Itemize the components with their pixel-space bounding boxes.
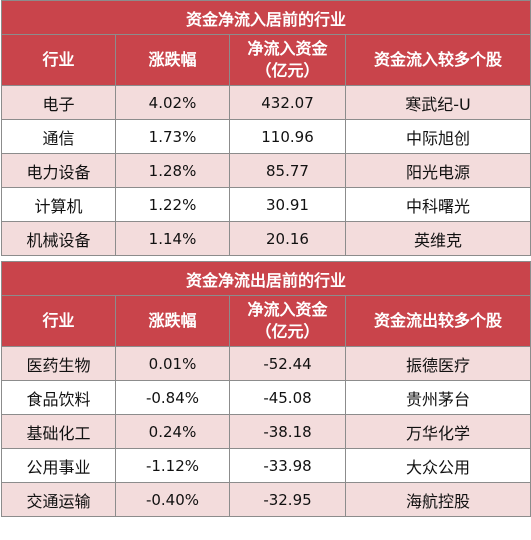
table-row: 交通运输 -0.40% -32.95 海航控股 bbox=[1, 482, 531, 517]
change-cell: -0.84% bbox=[115, 380, 230, 415]
inflow-header-row: 行业 涨跌幅 净流入资金 （亿元） 资金流入较多个股 bbox=[1, 34, 531, 86]
stock-cell: 大众公用 bbox=[344, 448, 531, 483]
header-net-inflow: 净流入资金 （亿元） bbox=[229, 34, 346, 86]
industry-cell: 机械设备 bbox=[1, 221, 116, 256]
table-row: 基础化工 0.24% -38.18 万华化学 bbox=[1, 414, 531, 449]
header-stock: 资金流出较多个股 bbox=[344, 295, 531, 347]
net-flow-cell: -52.44 bbox=[229, 346, 346, 381]
header-net-inflow: 净流入资金 （亿元） bbox=[229, 295, 346, 347]
industry-cell: 电子 bbox=[1, 85, 116, 120]
header-change: 涨跌幅 bbox=[115, 295, 230, 347]
table-row: 通信 1.73% 110.96 中际旭创 bbox=[1, 119, 531, 154]
header-net-line1: 净流入资金 bbox=[247, 39, 328, 58]
net-flow-cell: 110.96 bbox=[229, 119, 346, 154]
stock-cell: 海航控股 bbox=[344, 482, 531, 517]
change-cell: -1.12% bbox=[115, 448, 230, 483]
outflow-table: 资金净流出居前的行业 行业 涨跌幅 净流入资金 （亿元） 资金流出较多个股 医药… bbox=[0, 261, 531, 517]
inflow-title: 资金净流入居前的行业 bbox=[0, 0, 531, 35]
stock-cell: 振德医疗 bbox=[344, 346, 531, 381]
net-flow-cell: 85.77 bbox=[229, 153, 346, 188]
net-flow-cell: 432.07 bbox=[229, 85, 346, 120]
outflow-header-row: 行业 涨跌幅 净流入资金 （亿元） 资金流出较多个股 bbox=[1, 295, 531, 347]
stock-cell: 万华化学 bbox=[344, 414, 531, 449]
table-row: 计算机 1.22% 30.91 中科曙光 bbox=[1, 187, 531, 222]
net-flow-cell: -38.18 bbox=[229, 414, 346, 449]
industry-cell: 交通运输 bbox=[1, 482, 116, 517]
net-flow-cell: 20.16 bbox=[229, 221, 346, 256]
header-net-line1: 净流入资金 bbox=[247, 300, 328, 319]
stock-cell: 阳光电源 bbox=[344, 153, 531, 188]
change-cell: 1.28% bbox=[115, 153, 230, 188]
net-flow-cell: -33.98 bbox=[229, 448, 346, 483]
stock-cell: 寒武纪-U bbox=[344, 85, 531, 120]
change-cell: -0.40% bbox=[115, 482, 230, 517]
industry-cell: 计算机 bbox=[1, 187, 116, 222]
table-row: 电力设备 1.28% 85.77 阳光电源 bbox=[1, 153, 531, 188]
header-change: 涨跌幅 bbox=[115, 34, 230, 86]
table-row: 电子 4.02% 432.07 寒武纪-U bbox=[1, 85, 531, 120]
header-industry: 行业 bbox=[1, 295, 116, 347]
net-flow-cell: 30.91 bbox=[229, 187, 346, 222]
header-net-line2: （亿元） bbox=[255, 61, 320, 80]
industry-cell: 公用事业 bbox=[1, 448, 116, 483]
inflow-table: 资金净流入居前的行业 行业 涨跌幅 净流入资金 （亿元） 资金流入较多个股 电子… bbox=[0, 0, 531, 256]
change-cell: 1.22% bbox=[115, 187, 230, 222]
change-cell: 1.73% bbox=[115, 119, 230, 154]
header-stock: 资金流入较多个股 bbox=[344, 34, 531, 86]
change-cell: 1.14% bbox=[115, 221, 230, 256]
net-flow-cell: -45.08 bbox=[229, 380, 346, 415]
change-cell: 0.01% bbox=[115, 346, 230, 381]
stock-cell: 中科曙光 bbox=[344, 187, 531, 222]
table-row: 公用事业 -1.12% -33.98 大众公用 bbox=[1, 448, 531, 483]
table-row: 食品饮料 -0.84% -45.08 贵州茅台 bbox=[1, 380, 531, 415]
industry-cell: 通信 bbox=[1, 119, 116, 154]
outflow-title: 资金净流出居前的行业 bbox=[0, 261, 531, 296]
table-row: 机械设备 1.14% 20.16 英维克 bbox=[1, 221, 531, 256]
industry-cell: 医药生物 bbox=[1, 346, 116, 381]
net-flow-cell: -32.95 bbox=[229, 482, 346, 517]
stock-cell: 英维克 bbox=[344, 221, 531, 256]
header-net-line2: （亿元） bbox=[255, 322, 320, 341]
header-industry: 行业 bbox=[1, 34, 116, 86]
page: 资金净流入居前的行业 行业 涨跌幅 净流入资金 （亿元） 资金流入较多个股 电子… bbox=[0, 0, 531, 517]
change-cell: 4.02% bbox=[115, 85, 230, 120]
industry-cell: 食品饮料 bbox=[1, 380, 116, 415]
industry-cell: 基础化工 bbox=[1, 414, 116, 449]
change-cell: 0.24% bbox=[115, 414, 230, 449]
stock-cell: 贵州茅台 bbox=[344, 380, 531, 415]
stock-cell: 中际旭创 bbox=[344, 119, 531, 154]
table-row: 医药生物 0.01% -52.44 振德医疗 bbox=[1, 346, 531, 381]
industry-cell: 电力设备 bbox=[1, 153, 116, 188]
